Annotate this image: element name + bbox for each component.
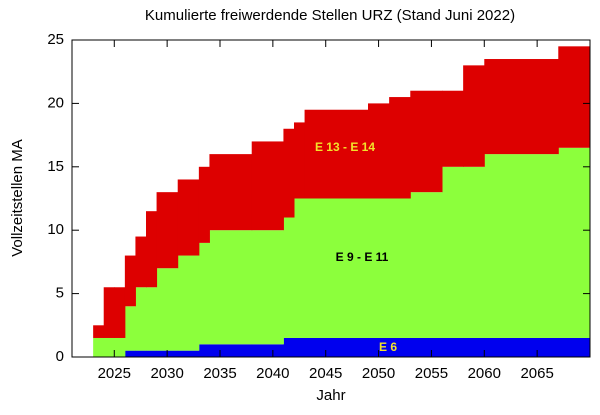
step-segment bbox=[114, 337, 126, 357]
step-segment bbox=[124, 255, 136, 307]
series-label: E 13 - E 14 bbox=[315, 140, 375, 154]
step-segment bbox=[463, 65, 485, 167]
series-label: E 9 - E 11 bbox=[336, 250, 389, 264]
y-tick-label: 20 bbox=[47, 94, 64, 111]
x-tick-label: 2055 bbox=[415, 365, 448, 382]
step-segment bbox=[251, 141, 284, 231]
step-segment bbox=[146, 211, 158, 288]
series-label: E 6 bbox=[379, 340, 397, 354]
step-segment bbox=[368, 103, 390, 199]
step-segment bbox=[294, 337, 306, 357]
step-segment bbox=[283, 337, 295, 357]
step-segment bbox=[209, 154, 253, 231]
step-segment bbox=[177, 350, 200, 357]
step-segment bbox=[442, 90, 464, 167]
step-segment bbox=[294, 122, 306, 199]
step-segment bbox=[209, 230, 253, 345]
step-segment bbox=[156, 268, 179, 351]
step-segment bbox=[93, 325, 105, 338]
x-axis-label: Jahr bbox=[316, 387, 345, 404]
step-segment bbox=[558, 46, 591, 148]
step-segment bbox=[103, 337, 115, 357]
step-segment bbox=[368, 198, 390, 338]
step-segment bbox=[463, 166, 485, 338]
step-segment bbox=[146, 350, 158, 357]
y-tick-label: 25 bbox=[47, 31, 64, 48]
step-segment bbox=[389, 198, 411, 338]
step-segment bbox=[124, 306, 136, 351]
step-segment bbox=[558, 337, 591, 357]
x-tick-label: 2065 bbox=[520, 365, 553, 382]
step-segment bbox=[177, 179, 200, 256]
step-segment bbox=[389, 337, 411, 357]
step-segment bbox=[389, 97, 411, 199]
step-segment bbox=[410, 337, 443, 357]
y-tick-label: 5 bbox=[56, 285, 64, 302]
x-tick-label: 2050 bbox=[362, 365, 395, 382]
step-segment bbox=[251, 230, 284, 345]
step-segment bbox=[146, 287, 158, 351]
x-tick-label: 2045 bbox=[309, 365, 342, 382]
step-segment bbox=[283, 217, 295, 338]
step-segment bbox=[198, 242, 210, 345]
x-tick-label: 2035 bbox=[203, 365, 236, 382]
step-segment bbox=[368, 337, 390, 357]
step-segment bbox=[463, 337, 485, 357]
step-segment bbox=[410, 192, 443, 338]
step-segment bbox=[114, 287, 126, 338]
step-segment bbox=[484, 154, 559, 338]
step-segment bbox=[283, 128, 295, 218]
x-tick-label: 2060 bbox=[468, 365, 501, 382]
chart-title: Kumulierte freiwerdende Stellen URZ (Sta… bbox=[145, 7, 515, 24]
step-segment bbox=[442, 166, 464, 338]
step-segment bbox=[198, 166, 210, 243]
step-segment bbox=[251, 344, 284, 357]
step-segment bbox=[135, 350, 147, 357]
step-segment bbox=[103, 287, 115, 338]
step-segment bbox=[484, 59, 559, 155]
step-segment bbox=[135, 236, 147, 288]
step-segment bbox=[209, 344, 253, 357]
step-segment bbox=[304, 198, 369, 338]
step-segment bbox=[410, 90, 443, 193]
step-segment bbox=[294, 198, 306, 338]
y-tick-label: 15 bbox=[47, 158, 64, 175]
step-segment bbox=[135, 287, 147, 351]
y-axis-label: Vollzeitstellen MA bbox=[9, 139, 26, 257]
step-segment bbox=[484, 337, 559, 357]
x-tick-label: 2030 bbox=[150, 365, 183, 382]
step-segment bbox=[198, 344, 210, 357]
y-tick-label: 10 bbox=[47, 221, 64, 238]
step-segment bbox=[177, 255, 200, 351]
step-segment bbox=[558, 147, 591, 338]
step-segment bbox=[93, 337, 105, 357]
x-tick-label: 2040 bbox=[256, 365, 289, 382]
step-segment bbox=[304, 109, 369, 199]
plot-frame bbox=[71, 39, 591, 358]
y-tick-label: 0 bbox=[56, 348, 64, 365]
step-segment bbox=[124, 350, 136, 357]
step-segment bbox=[304, 337, 369, 357]
step-segment bbox=[442, 337, 464, 357]
step-segment bbox=[156, 192, 179, 269]
x-tick-label: 2025 bbox=[98, 365, 131, 382]
